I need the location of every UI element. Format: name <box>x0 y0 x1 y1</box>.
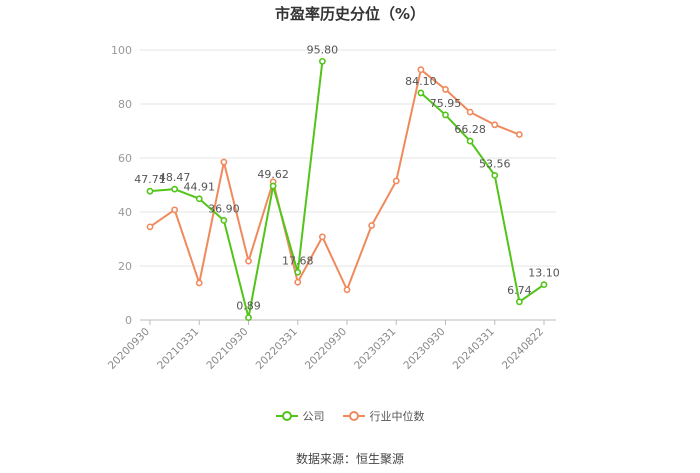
data-point-industry <box>195 279 203 287</box>
data-point-industry <box>294 278 302 286</box>
data-label: 44.91 <box>184 181 216 194</box>
legend-item-industry[interactable]: 行业中位数 <box>342 408 425 424</box>
series-industry <box>146 66 523 294</box>
legend-swatch-company <box>275 411 298 421</box>
y-tick-label: 20 <box>118 260 132 273</box>
grid-layer <box>140 49 556 267</box>
x-tick-label: 20240822 <box>500 326 546 372</box>
data-point-company <box>417 89 425 97</box>
data-point-industry <box>368 222 376 229</box>
data-point-industry <box>318 233 326 241</box>
data-point-company <box>491 171 499 179</box>
series-line-company <box>420 92 545 303</box>
data-point-company <box>195 195 203 203</box>
x-tick-label: 20230930 <box>401 326 447 372</box>
legend-item-company[interactable]: 公司 <box>275 408 325 424</box>
data-label: 13.10 <box>528 267 560 280</box>
data-label: 36.90 <box>208 202 240 215</box>
series-layer <box>146 57 548 321</box>
legend-label-industry: 行业中位数 <box>369 410 425 423</box>
data-label: 84.10 <box>405 75 437 88</box>
data-label: 75.95 <box>430 97 462 110</box>
data-point-company <box>515 298 523 306</box>
data-point-industry <box>392 177 400 185</box>
legend: 公司 行业中位数 <box>0 408 700 424</box>
y-tick-label: 0 <box>125 314 132 327</box>
data-point-company <box>466 137 474 145</box>
x-tick-label: 20200930 <box>106 326 152 372</box>
data-label: 6.74 <box>507 284 532 297</box>
data-point-industry <box>343 286 351 294</box>
y-tick-label: 40 <box>118 206 132 219</box>
series-line-industry <box>149 68 520 291</box>
x-tick-label: 20210930 <box>204 326 250 372</box>
data-point-industry <box>220 158 228 166</box>
y-tick-label: 80 <box>118 98 132 111</box>
data-label: 66.28 <box>454 123 486 136</box>
x-tick-label: 20220930 <box>303 326 349 372</box>
x-tick-label: 20240331 <box>451 326 497 372</box>
data-label: 17.68 <box>282 254 314 267</box>
chart-title: 市盈率历史分位（%） <box>274 5 426 23</box>
data-label: 48.47 <box>159 171 191 184</box>
data-point-company <box>171 185 179 193</box>
data-point-industry <box>491 121 499 129</box>
series-line-company <box>149 61 324 319</box>
data-point-company <box>220 216 228 224</box>
data-point-industry <box>466 108 474 116</box>
data-point-company <box>540 281 548 289</box>
data-label: 47.71 <box>134 173 166 186</box>
data-label: 0.89 <box>236 300 261 313</box>
data-point-company <box>146 187 154 195</box>
data-label: 95.80 <box>307 43 339 56</box>
data-point-industry <box>442 86 449 93</box>
data-point-industry <box>515 131 523 138</box>
data-point-company <box>442 111 449 119</box>
legend-swatch-industry <box>342 411 365 421</box>
series-company <box>146 57 548 321</box>
data-point-company <box>269 182 277 190</box>
y-tick-label: 60 <box>118 152 132 165</box>
x-tick-label: 20230331 <box>352 326 398 372</box>
y-tick-label: 100 <box>111 44 132 57</box>
data-point-industry <box>245 257 252 265</box>
data-point-company <box>318 57 326 65</box>
legend-label-company: 公司 <box>302 410 325 423</box>
data-point-company <box>294 268 302 276</box>
data-point-industry <box>146 223 154 231</box>
data-source: 数据来源：恒生聚源 <box>295 452 404 466</box>
data-label: 49.62 <box>257 168 289 181</box>
data-point-industry <box>171 206 179 214</box>
data-label: 53.56 <box>479 157 511 170</box>
data-point-industry <box>417 66 425 74</box>
x-tick-label: 20210331 <box>155 326 201 372</box>
x-tick-label: 20220331 <box>254 326 300 372</box>
data-point-company <box>245 314 252 321</box>
